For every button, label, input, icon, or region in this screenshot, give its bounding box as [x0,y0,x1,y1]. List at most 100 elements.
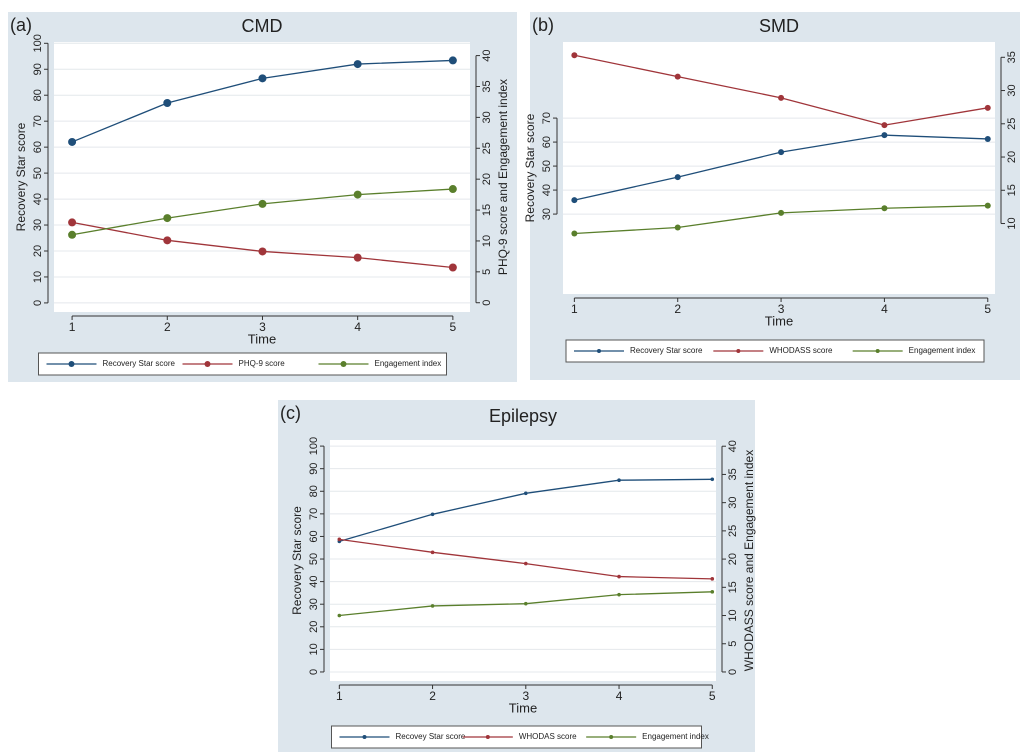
y2-tick-label: 15 [481,204,493,216]
y-tick-label: 10 [308,643,320,655]
y-tick-label: 90 [32,63,44,75]
y2-tick-label: 40 [481,49,493,61]
y-tick-label: 30 [541,208,553,220]
y-tick-label: 100 [308,437,320,455]
legend-label: Engagement index [909,346,976,355]
y-tick-label: 20 [32,245,44,257]
y-tick-label: 50 [32,167,44,179]
legend-label: Recovery Star score [103,359,176,368]
y2-axis-label: PHQ-9 score and Engagement index [496,79,510,275]
x-tick-label: 3 [259,320,266,334]
data-point [674,224,681,231]
y-tick-label: 40 [308,575,320,587]
data-point [617,574,621,579]
chart-title: CMD [242,16,283,36]
y2-tick-label: 25 [727,525,739,537]
legend-label: PHQ-9 score [239,359,286,368]
legend-dot [597,349,601,353]
data-point [710,477,715,482]
legend-dot [340,361,347,367]
data-point [353,60,362,69]
y2-axis-label: WHODASS score and Engagement index [742,450,756,671]
y2-tick-label: 20 [1006,151,1018,163]
y-axis-label: Recovery Star score [290,506,304,615]
legend-label: Engagement index [375,359,442,368]
data-point [163,236,172,245]
y-tick-label: 60 [308,530,320,542]
data-point [258,199,267,208]
data-point [710,590,715,594]
y-tick-label: 20 [308,621,320,633]
data-point [523,561,528,566]
y-tick-label: 50 [541,160,553,172]
data-point [448,56,457,65]
data-point [674,73,681,80]
plot-area [330,440,716,681]
data-point [710,577,715,581]
y-tick-label: 50 [308,553,320,565]
legend-label: Engagement index [642,732,709,741]
y-tick-label: 40 [32,193,44,205]
y-tick-label: 30 [32,219,44,231]
y-tick-label: 70 [32,115,44,127]
chart-title: SMD [759,16,799,36]
x-axis-label: Time [765,313,793,328]
legend [331,725,702,749]
y2-tick-label: 25 [481,142,493,154]
x-tick-label: 1 [571,302,578,316]
y2-tick-label: 25 [1006,118,1018,130]
data-point [448,263,457,272]
x-tick-label: 4 [616,689,623,703]
y-tick-label: 80 [32,89,44,101]
data-point [163,214,172,223]
legend [565,339,985,363]
legend-dot [609,735,614,739]
plot-area [563,42,995,294]
x-tick-label: 5 [984,302,991,316]
x-tick-label: 2 [164,320,171,334]
data-point [571,197,578,204]
data-point [984,104,991,111]
y-tick-label: 40 [541,184,553,196]
x-tick-label: 4 [354,320,361,334]
y2-tick-label: 0 [727,669,739,675]
panel-label: (a) [10,15,32,35]
legend-dot [485,735,490,739]
x-tick-label: 5 [450,320,457,334]
y-tick-label: 90 [308,463,320,475]
x-tick-label: 2 [429,689,436,703]
data-point [353,190,362,199]
y2-tick-label: 40 [727,440,739,452]
data-point [617,478,621,483]
data-point [337,613,342,618]
x-tick-label: 2 [674,302,681,316]
data-point [881,132,888,139]
data-point [258,74,267,83]
x-axis-label: Time [509,700,537,715]
data-point [778,149,785,156]
plot-area [54,42,470,312]
panel: (b) SMD 30 40 50 60 70 10 15 20 25 30 35 1 2 3 4 5 Time Rec… [523,12,1022,380]
y-axis-label: Recovery Star score [14,122,28,231]
data-point [448,185,457,194]
data-point [68,230,77,239]
y2-tick-label: 35 [1006,51,1018,63]
y-tick-label: 60 [541,136,553,148]
x-tick-label: 1 [336,689,343,703]
x-tick-label: 4 [881,302,888,316]
y2-tick-label: 0 [481,300,493,306]
data-point [881,122,888,129]
legend-label: WHODASS score [769,346,833,355]
y2-tick-label: 15 [1006,184,1018,196]
y-tick-label: 60 [32,141,44,153]
data-point [881,205,888,212]
data-point [984,202,991,209]
y-tick-label: 30 [308,598,320,610]
y2-tick-label: 10 [1006,217,1018,229]
panel-label: (c) [280,403,301,423]
data-point [984,135,991,142]
y2-tick-label: 20 [727,553,739,565]
data-point [571,230,578,237]
x-tick-label: 5 [709,689,716,703]
y2-tick-label: 30 [727,497,739,509]
